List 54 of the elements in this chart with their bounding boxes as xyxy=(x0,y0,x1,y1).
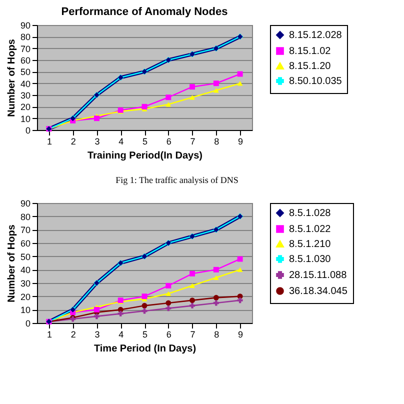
y-tick-label: 10 xyxy=(20,305,30,316)
y-tick-label: 50 xyxy=(20,67,30,78)
legend-label: 8.5.1.028 xyxy=(289,208,332,219)
legend-label: 36.18.34.045 xyxy=(289,286,348,297)
legend-label: 8.15.12.028 xyxy=(289,30,342,41)
x-tick-label: 2 xyxy=(70,136,76,146)
x-tick-label: 5 xyxy=(142,330,148,340)
y-tick-label: 20 xyxy=(20,292,30,302)
x-tick-label: 3 xyxy=(94,330,100,340)
y-tick-label: 30 xyxy=(20,90,30,100)
y-tick-label: 80 xyxy=(20,32,30,42)
x-tick-label: 4 xyxy=(118,136,124,146)
x-tick-label: 7 xyxy=(190,330,196,340)
x-tick-label: 6 xyxy=(166,136,172,146)
y-tick-label: 0 xyxy=(25,318,30,328)
x-tick-label: 5 xyxy=(142,136,148,146)
y-tick-label: 40 xyxy=(20,78,30,89)
caption: Fig 1: The traffic analysis of DNS xyxy=(116,175,238,185)
y-tick-label: 60 xyxy=(20,56,30,66)
x-tick-label: 8 xyxy=(214,330,220,340)
x-tick-label: 8 xyxy=(214,136,220,146)
y-tick-label: 90 xyxy=(20,20,30,30)
x-tick-label: 1 xyxy=(46,136,52,146)
legend-label: 8.15.1.02 xyxy=(289,46,332,57)
x-tick-label: 6 xyxy=(166,330,172,340)
y-axis-title: Number of Hops xyxy=(6,224,18,302)
legend-label: 8.50.10.035 xyxy=(289,76,342,87)
x-tick-label: 4 xyxy=(118,330,124,340)
y-tick-label: 80 xyxy=(20,212,30,222)
x-tick-label: 7 xyxy=(190,136,196,146)
y-tick-label: 70 xyxy=(20,225,30,236)
y-tick-label: 50 xyxy=(20,252,30,262)
y-tick-label: 0 xyxy=(25,126,30,136)
legend-label: 8.5.1.022 xyxy=(289,224,332,235)
y-tick-label: 90 xyxy=(20,198,30,208)
y-tick-label: 30 xyxy=(20,278,30,288)
x-tick-label: 2 xyxy=(70,330,76,340)
x-axis-title: Training Period(In Days) xyxy=(87,150,203,162)
x-tick-label: 3 xyxy=(94,136,100,146)
y-tick-label: 20 xyxy=(20,102,30,112)
x-tick-label: 1 xyxy=(46,330,52,340)
legend-label: 8.5.1.210 xyxy=(289,239,332,250)
y-tick-label: 60 xyxy=(20,238,30,248)
chart-title: Performance of Anomaly Nodes xyxy=(61,6,228,18)
y-tick-label: 40 xyxy=(20,265,30,276)
x-axis-title: Time Period (In Days) xyxy=(94,344,196,354)
legend-label: 28.15.11.088 xyxy=(289,270,348,281)
x-tick-label: 9 xyxy=(238,330,244,340)
y-tick-label: 70 xyxy=(20,44,30,54)
legend-label: 8.15.1.20 xyxy=(289,61,332,72)
y-tick-label: 10 xyxy=(20,114,30,124)
x-tick-label: 9 xyxy=(238,136,244,146)
legend-label: 8.5.1.030 xyxy=(289,254,332,265)
y-axis-title: Number of Hops xyxy=(6,38,18,117)
